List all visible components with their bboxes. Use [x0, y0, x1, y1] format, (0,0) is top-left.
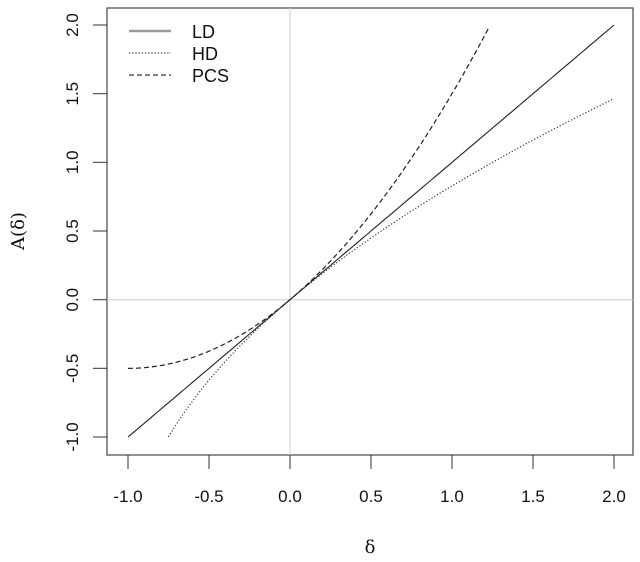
y-axis-title: A(δ) [8, 212, 29, 251]
legend-item-hd: HD [129, 44, 218, 64]
x-tick-label: 1.0 [440, 487, 464, 506]
legend-label: PCS [192, 66, 229, 86]
x-tick-label: 0.0 [278, 487, 302, 506]
x-tick-label: 0.5 [359, 487, 383, 506]
y-tick-label: -1.0 [63, 422, 82, 451]
x-axis [127, 455, 615, 469]
x-tick-label: 2.0 [602, 487, 626, 506]
legend-label: LD [192, 22, 215, 42]
x-tick-label: -1.0 [113, 487, 142, 506]
series-ld [127, 24, 615, 438]
x-axis-title: δ [365, 537, 376, 558]
x-tick-labels: -1.0 -0.5 0.0 0.5 1.0 1.5 2.0 [113, 487, 625, 506]
legend: LD HD PCS [129, 22, 229, 86]
y-tick-label: 2.0 [63, 13, 82, 37]
series-pcs [127, 27, 490, 369]
y-tick-label: 1.0 [63, 150, 82, 174]
x-tick-label: -0.5 [194, 487, 223, 506]
y-tick-label: 0.5 [63, 219, 82, 243]
x-tick-label: 1.5 [521, 487, 545, 506]
y-tick-label: -0.5 [63, 354, 82, 383]
legend-label: HD [192, 44, 218, 64]
legend-item-ld: LD [129, 22, 215, 42]
y-tick-label: 0.0 [63, 288, 82, 312]
legend-item-pcs: PCS [129, 66, 229, 86]
series-hd [167, 98, 615, 438]
y-tick-label: 1.5 [63, 82, 82, 106]
y-axis [93, 24, 107, 438]
y-tick-labels: -1.0 -0.5 0.0 0.5 1.0 1.5 2.0 [63, 13, 82, 451]
